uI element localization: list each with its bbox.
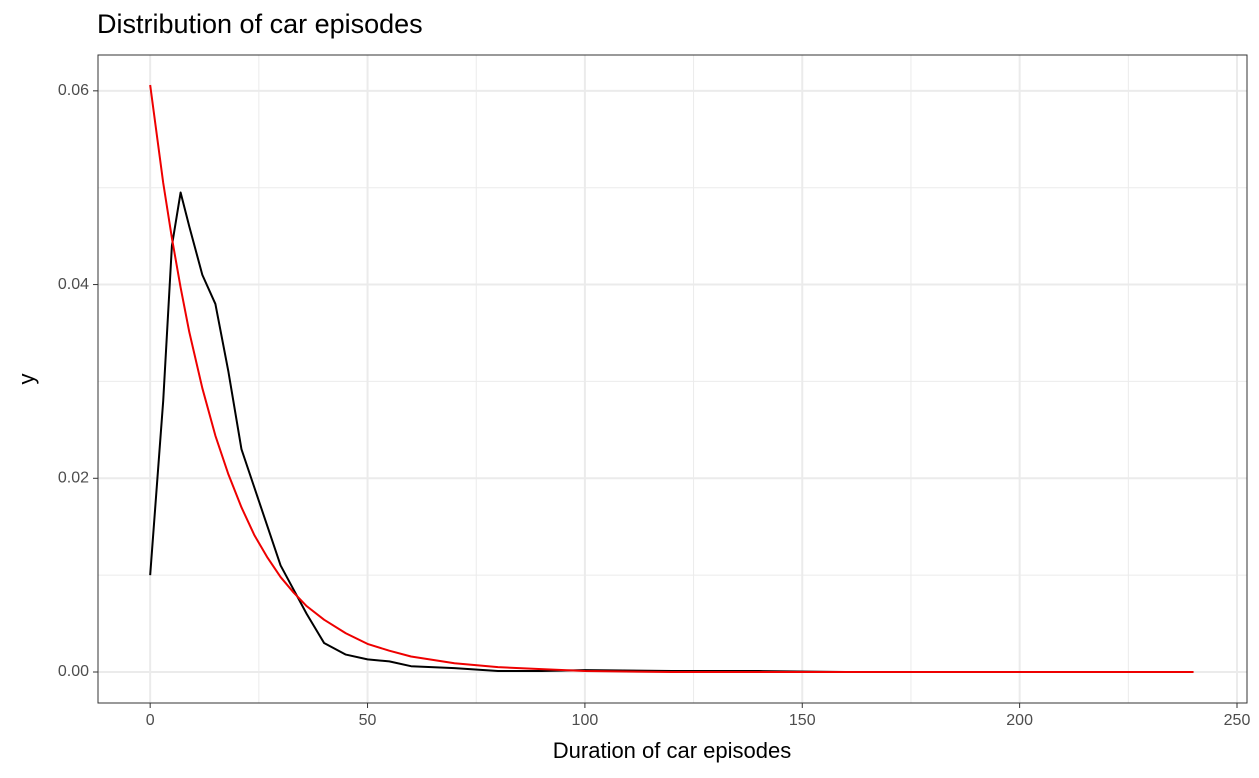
line [149,84,1194,673]
x-tick-label: 0 [146,712,155,729]
y-tick-label: 0.04 [58,276,89,293]
y-tick-label: 0.02 [58,470,89,487]
y-axis-title: y [14,374,39,385]
y-tick-label: 0.06 [58,82,89,99]
y-tick-label: 0.00 [58,663,89,680]
x-axis-title: Duration of car episodes [553,738,791,763]
x-tick-label: 50 [359,712,377,729]
x-tick-label: 100 [572,712,599,729]
x-tick-label: 150 [789,712,816,729]
panel-border [97,54,1248,704]
x-tick-label: 200 [1006,712,1033,729]
x-tick-label: 250 [1224,712,1251,729]
chart-title: Distribution of car episodes [97,9,423,39]
line [149,191,1194,673]
